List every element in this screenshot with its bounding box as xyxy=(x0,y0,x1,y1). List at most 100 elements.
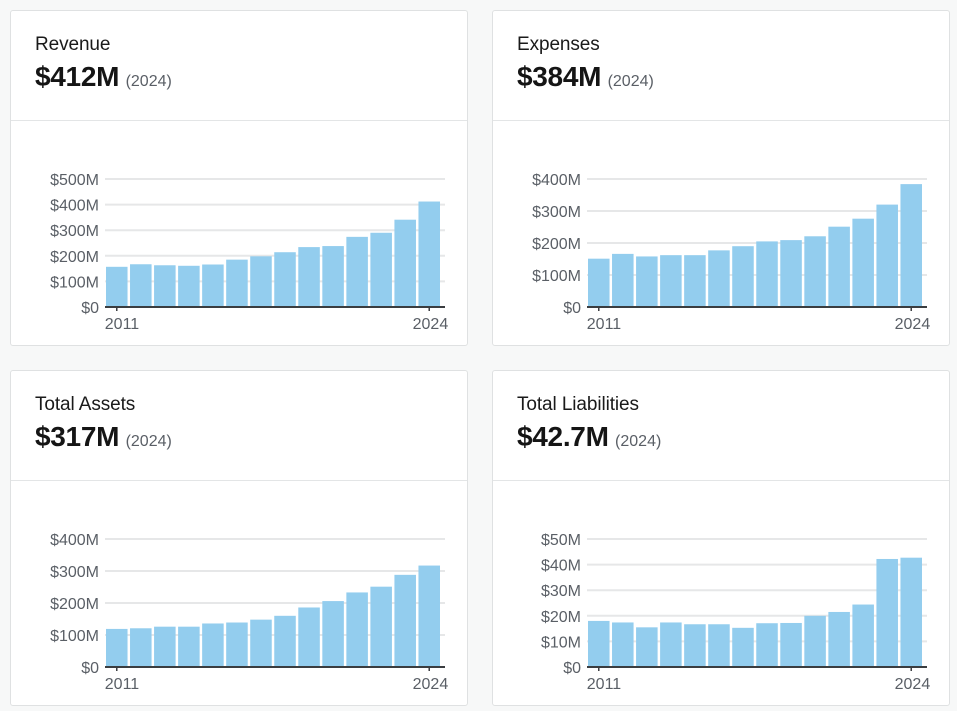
bar xyxy=(274,615,296,667)
card-title: Total Liabilities xyxy=(517,394,639,415)
bar xyxy=(660,622,682,667)
bar xyxy=(780,622,802,667)
total-assets-card: Total Assets $317M (2024) $0 $100M $200M $3… xyxy=(10,370,468,706)
y-tick-label: $300M xyxy=(50,564,99,581)
bar xyxy=(322,601,344,667)
bar xyxy=(154,626,176,667)
bar xyxy=(226,259,248,307)
card-year: (2024) xyxy=(125,73,172,90)
y-tick-label: $300M xyxy=(50,223,99,240)
y-tick-label: $200M xyxy=(50,249,99,266)
bar xyxy=(708,624,730,667)
bar xyxy=(804,236,826,307)
y-tick-label: $400M xyxy=(532,172,581,189)
bar xyxy=(852,604,874,667)
y-tick-label: $0 xyxy=(563,300,581,317)
bar xyxy=(660,255,682,307)
bar xyxy=(226,622,248,667)
bar xyxy=(804,615,826,667)
y-tick-label: $0 xyxy=(81,300,99,317)
y-tick-label: $500M xyxy=(50,172,99,189)
x-tick-label: 2024 xyxy=(895,676,931,693)
x-tick-label: 2011 xyxy=(587,676,622,693)
y-tick-label: $400M xyxy=(50,532,99,549)
y-tick-label: $10M xyxy=(541,634,581,651)
bar xyxy=(418,201,440,307)
card-title: Expenses xyxy=(517,34,600,55)
bar xyxy=(322,246,344,307)
card-year: (2024) xyxy=(125,433,172,450)
total-liabilities-card: Total Liabilities $42.7M (2024) $0 $10M $2… xyxy=(492,370,950,706)
x-tick-label: 2011 xyxy=(105,316,140,333)
expenses-card: Expenses $384M (2024) $0 $100M $200M $300M $… xyxy=(492,10,950,346)
x-tick-label: 2011 xyxy=(105,676,140,693)
bar xyxy=(106,628,128,667)
bar xyxy=(684,624,706,667)
bar xyxy=(130,264,152,307)
y-tick-label: $200M xyxy=(532,236,581,253)
y-tick-label: $20M xyxy=(541,609,581,626)
card-year: (2024) xyxy=(615,433,662,450)
revenue-card: Revenue $412M (2024) $0 $100M $200M $300M $4… xyxy=(10,10,468,346)
bar xyxy=(202,623,224,667)
bar xyxy=(732,627,754,667)
x-tick-label: 2024 xyxy=(413,316,449,333)
y-tick-label: $200M xyxy=(50,596,99,613)
y-tick-label: $50M xyxy=(541,532,581,549)
bar xyxy=(756,241,778,307)
card-value-row: $42.7M (2024) xyxy=(517,420,949,459)
bar xyxy=(900,557,922,667)
bar xyxy=(370,586,392,667)
bar xyxy=(178,265,200,307)
total-assets-chart: $0 $100M $200M $300M $400M 2011 2024 xyxy=(50,532,449,693)
bar xyxy=(154,265,176,307)
card-value: $42.7M xyxy=(517,421,609,452)
bar xyxy=(298,247,320,307)
bar xyxy=(202,264,224,307)
bar xyxy=(106,266,128,307)
y-tick-label: $100M xyxy=(532,268,581,285)
bar xyxy=(852,218,874,307)
card-header: Revenue $412M (2024) xyxy=(11,11,467,121)
bar xyxy=(346,236,368,307)
bar xyxy=(394,219,416,307)
bar xyxy=(828,226,850,307)
x-tick-label: 2024 xyxy=(895,316,931,333)
total-liabilities-chart: $0 $10M $20M $30M $40M $50M 2011 2024 xyxy=(541,532,931,693)
y-tick-label: $100M xyxy=(50,274,99,291)
bar xyxy=(780,240,802,307)
y-tick-label: $400M xyxy=(50,198,99,215)
revenue-chart: $0 $100M $200M $300M $400M $500M 2011 2024 xyxy=(50,172,449,333)
bar xyxy=(876,204,898,307)
bar xyxy=(900,184,922,307)
bar xyxy=(588,258,610,307)
bar xyxy=(636,627,658,667)
bar xyxy=(876,558,898,667)
card-header: Expenses $384M (2024) xyxy=(493,11,949,121)
card-title: Revenue xyxy=(35,34,111,55)
bar xyxy=(418,565,440,667)
bar xyxy=(394,574,416,667)
bar xyxy=(684,255,706,307)
x-tick-label: 2024 xyxy=(413,676,449,693)
card-value: $317M xyxy=(35,421,120,452)
bar xyxy=(346,592,368,667)
bar xyxy=(828,611,850,667)
card-header: Total Assets $317M (2024) xyxy=(11,371,467,481)
y-tick-label: $300M xyxy=(532,204,581,221)
bar xyxy=(178,626,200,667)
bar xyxy=(274,252,296,307)
card-year: (2024) xyxy=(607,73,654,90)
card-value-row: $317M (2024) xyxy=(35,420,467,459)
bar xyxy=(130,628,152,667)
y-tick-label: $100M xyxy=(50,628,99,645)
bar xyxy=(588,620,610,667)
y-tick-label: $40M xyxy=(541,558,581,575)
bar xyxy=(636,256,658,307)
y-tick-label: $0 xyxy=(81,660,99,677)
x-tick-label: 2011 xyxy=(587,316,622,333)
bar xyxy=(612,253,634,307)
y-tick-label: $30M xyxy=(541,583,581,600)
card-header: Total Liabilities $42.7M (2024) xyxy=(493,371,949,481)
bar xyxy=(756,623,778,667)
